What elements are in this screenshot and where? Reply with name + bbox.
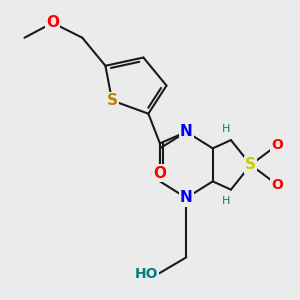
Text: O: O bbox=[153, 166, 167, 181]
Text: S: S bbox=[106, 93, 118, 108]
Text: HO: HO bbox=[135, 267, 158, 281]
Text: S: S bbox=[245, 158, 256, 172]
Text: O: O bbox=[271, 178, 283, 192]
Text: O: O bbox=[271, 138, 283, 152]
Text: N: N bbox=[180, 124, 193, 139]
Text: N: N bbox=[180, 190, 193, 206]
Text: O: O bbox=[46, 15, 59, 30]
Text: H: H bbox=[222, 124, 230, 134]
Text: H: H bbox=[222, 196, 230, 206]
